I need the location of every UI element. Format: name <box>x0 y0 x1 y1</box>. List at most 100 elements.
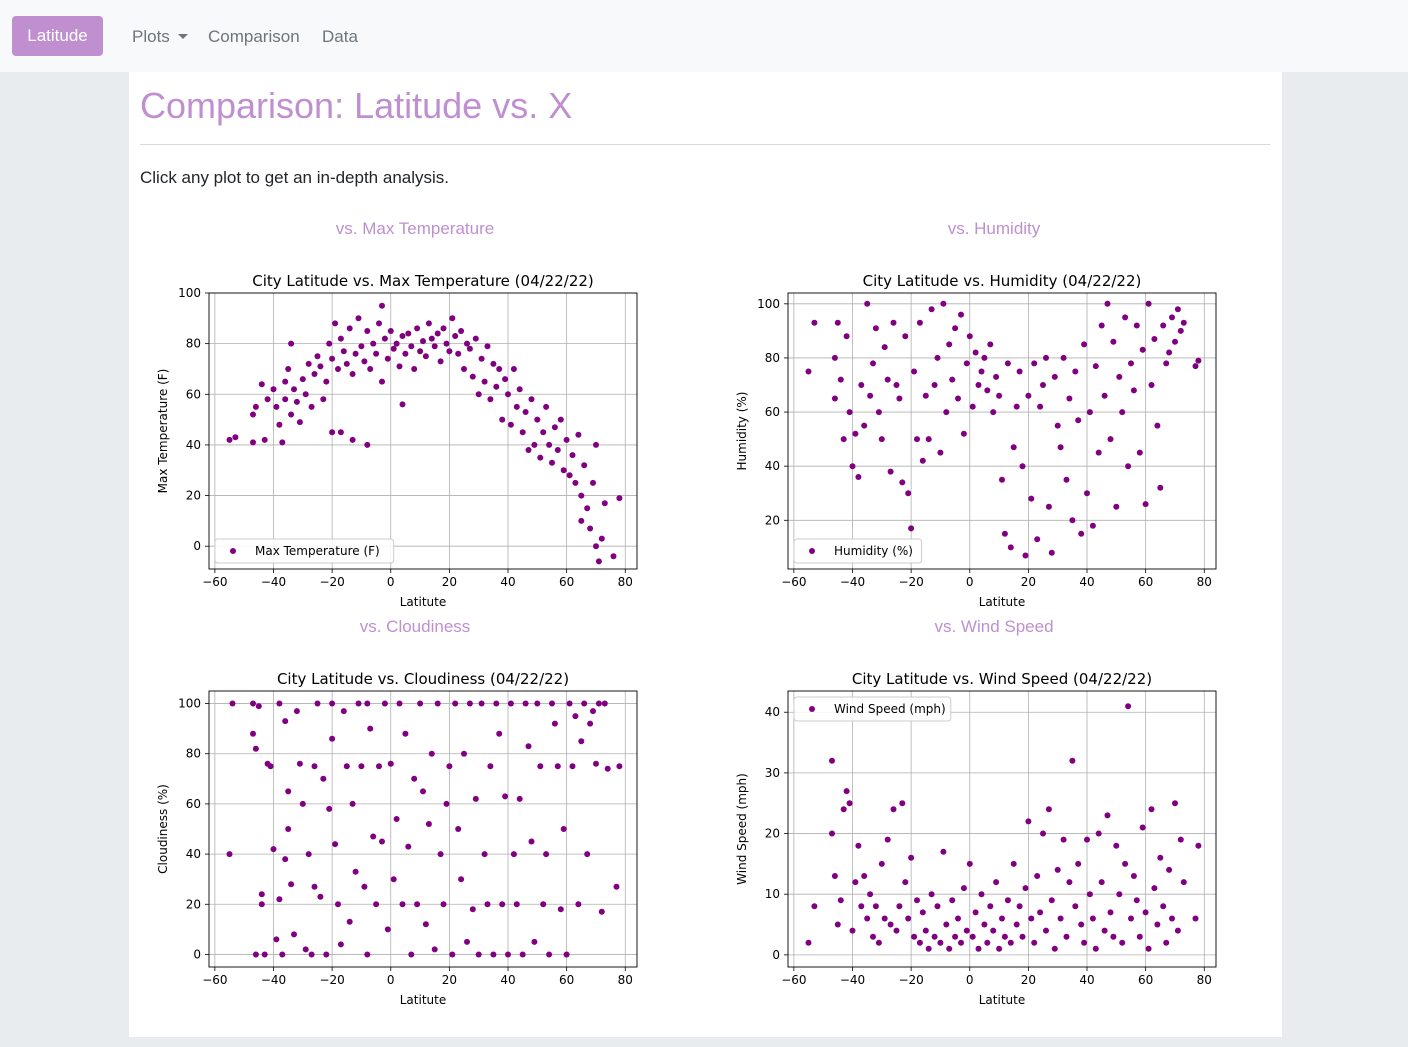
data-point <box>972 349 979 356</box>
data-point <box>446 348 453 355</box>
data-point <box>1051 945 1058 952</box>
data-point <box>422 353 429 360</box>
data-point <box>484 343 491 350</box>
y-tick-label: 40 <box>765 459 780 473</box>
data-point <box>443 340 450 347</box>
plot-cloudiness[interactable]: City Latitude vs. Cloudiness (04/22/22) −… <box>149 664 649 1009</box>
x-tick-label: 80 <box>618 575 633 589</box>
data-point <box>1169 915 1175 922</box>
data-point <box>1095 830 1102 837</box>
data-point <box>364 700 371 707</box>
data-point <box>396 700 403 707</box>
data-point <box>405 843 412 850</box>
data-point <box>455 826 462 832</box>
y-tick-label: 60 <box>765 405 780 419</box>
data-point <box>379 302 385 309</box>
data-point <box>252 745 259 752</box>
data-point <box>317 363 324 370</box>
data-point <box>916 939 923 946</box>
data-point <box>1051 373 1058 380</box>
data-point <box>528 396 535 403</box>
y-tick-label: 80 <box>186 337 201 351</box>
data-point <box>361 883 368 890</box>
data-point <box>513 901 520 908</box>
x-tick-label: −40 <box>840 973 865 987</box>
data-point <box>1043 354 1049 361</box>
data-point <box>1063 476 1070 483</box>
brand-link[interactable]: Latitude <box>12 16 103 56</box>
data-point <box>1125 703 1132 710</box>
data-point <box>343 763 350 770</box>
data-point <box>1160 903 1167 910</box>
data-point <box>1110 933 1117 940</box>
data-point <box>288 411 295 418</box>
data-point <box>946 945 953 952</box>
data-point <box>528 838 535 845</box>
data-point <box>258 891 265 898</box>
data-point <box>587 720 594 727</box>
data-point <box>288 881 295 888</box>
data-point <box>282 718 289 725</box>
nav-data-link[interactable]: Data <box>322 27 358 46</box>
data-point <box>578 517 585 524</box>
data-point <box>937 449 944 456</box>
data-point <box>593 441 599 448</box>
data-point <box>610 553 617 560</box>
x-tick-label: −40 <box>261 973 286 987</box>
data-point <box>584 505 591 512</box>
data-point <box>493 383 500 390</box>
data-point <box>1151 885 1158 892</box>
nav-comparison-link[interactable]: Comparison <box>208 27 300 46</box>
data-point <box>323 951 330 958</box>
data-point <box>899 479 906 486</box>
data-point <box>308 951 315 958</box>
data-point <box>914 897 920 904</box>
data-point <box>1019 933 1026 940</box>
data-point <box>464 938 470 945</box>
data-point <box>1072 903 1079 910</box>
data-point <box>373 901 380 908</box>
nav-plots-dropdown[interactable]: Plots <box>132 26 188 48</box>
plot-wind-speed[interactable]: City Latitude vs. Wind Speed (04/22/22) −… <box>728 664 1228 1009</box>
plot-humidity[interactable]: City Latitude vs. Humidity (04/22/22) −60… <box>728 266 1228 611</box>
data-point <box>440 325 447 332</box>
data-point <box>999 915 1005 922</box>
data-point <box>1031 360 1038 367</box>
data-point <box>250 411 256 418</box>
data-point <box>805 939 812 946</box>
data-point <box>469 373 476 380</box>
data-point <box>273 936 280 943</box>
data-point <box>425 821 432 827</box>
data-point <box>1069 517 1076 524</box>
data-point <box>1133 322 1140 329</box>
legend: Max Temperature (F) <box>214 538 395 564</box>
plot-max-temperature[interactable]: City Latitude vs. Max Temperature (04/22… <box>149 266 649 611</box>
data-point <box>566 472 573 479</box>
data-point <box>449 315 456 322</box>
data-point <box>329 735 336 742</box>
data-point <box>1054 866 1061 873</box>
data-point <box>1136 449 1143 456</box>
data-point <box>411 366 418 372</box>
data-point <box>466 700 473 707</box>
data-point <box>849 463 856 470</box>
data-point <box>510 851 517 858</box>
data-point <box>1078 530 1085 537</box>
x-tick-label: 40 <box>500 973 515 987</box>
data-point <box>581 700 588 707</box>
data-point <box>481 378 488 385</box>
data-point <box>1142 909 1149 916</box>
x-tick-label: 0 <box>387 575 395 589</box>
x-tick-label: 20 <box>442 575 457 589</box>
data-point <box>417 700 424 707</box>
data-point <box>1172 800 1178 807</box>
x-tick-label: 60 <box>559 575 574 589</box>
data-point <box>431 946 438 953</box>
data-point <box>349 371 356 377</box>
data-point <box>887 921 894 928</box>
data-point <box>881 344 888 351</box>
data-point <box>849 927 856 934</box>
data-point <box>311 371 318 377</box>
data-point <box>1092 945 1099 952</box>
y-tick-label: 20 <box>186 489 201 503</box>
